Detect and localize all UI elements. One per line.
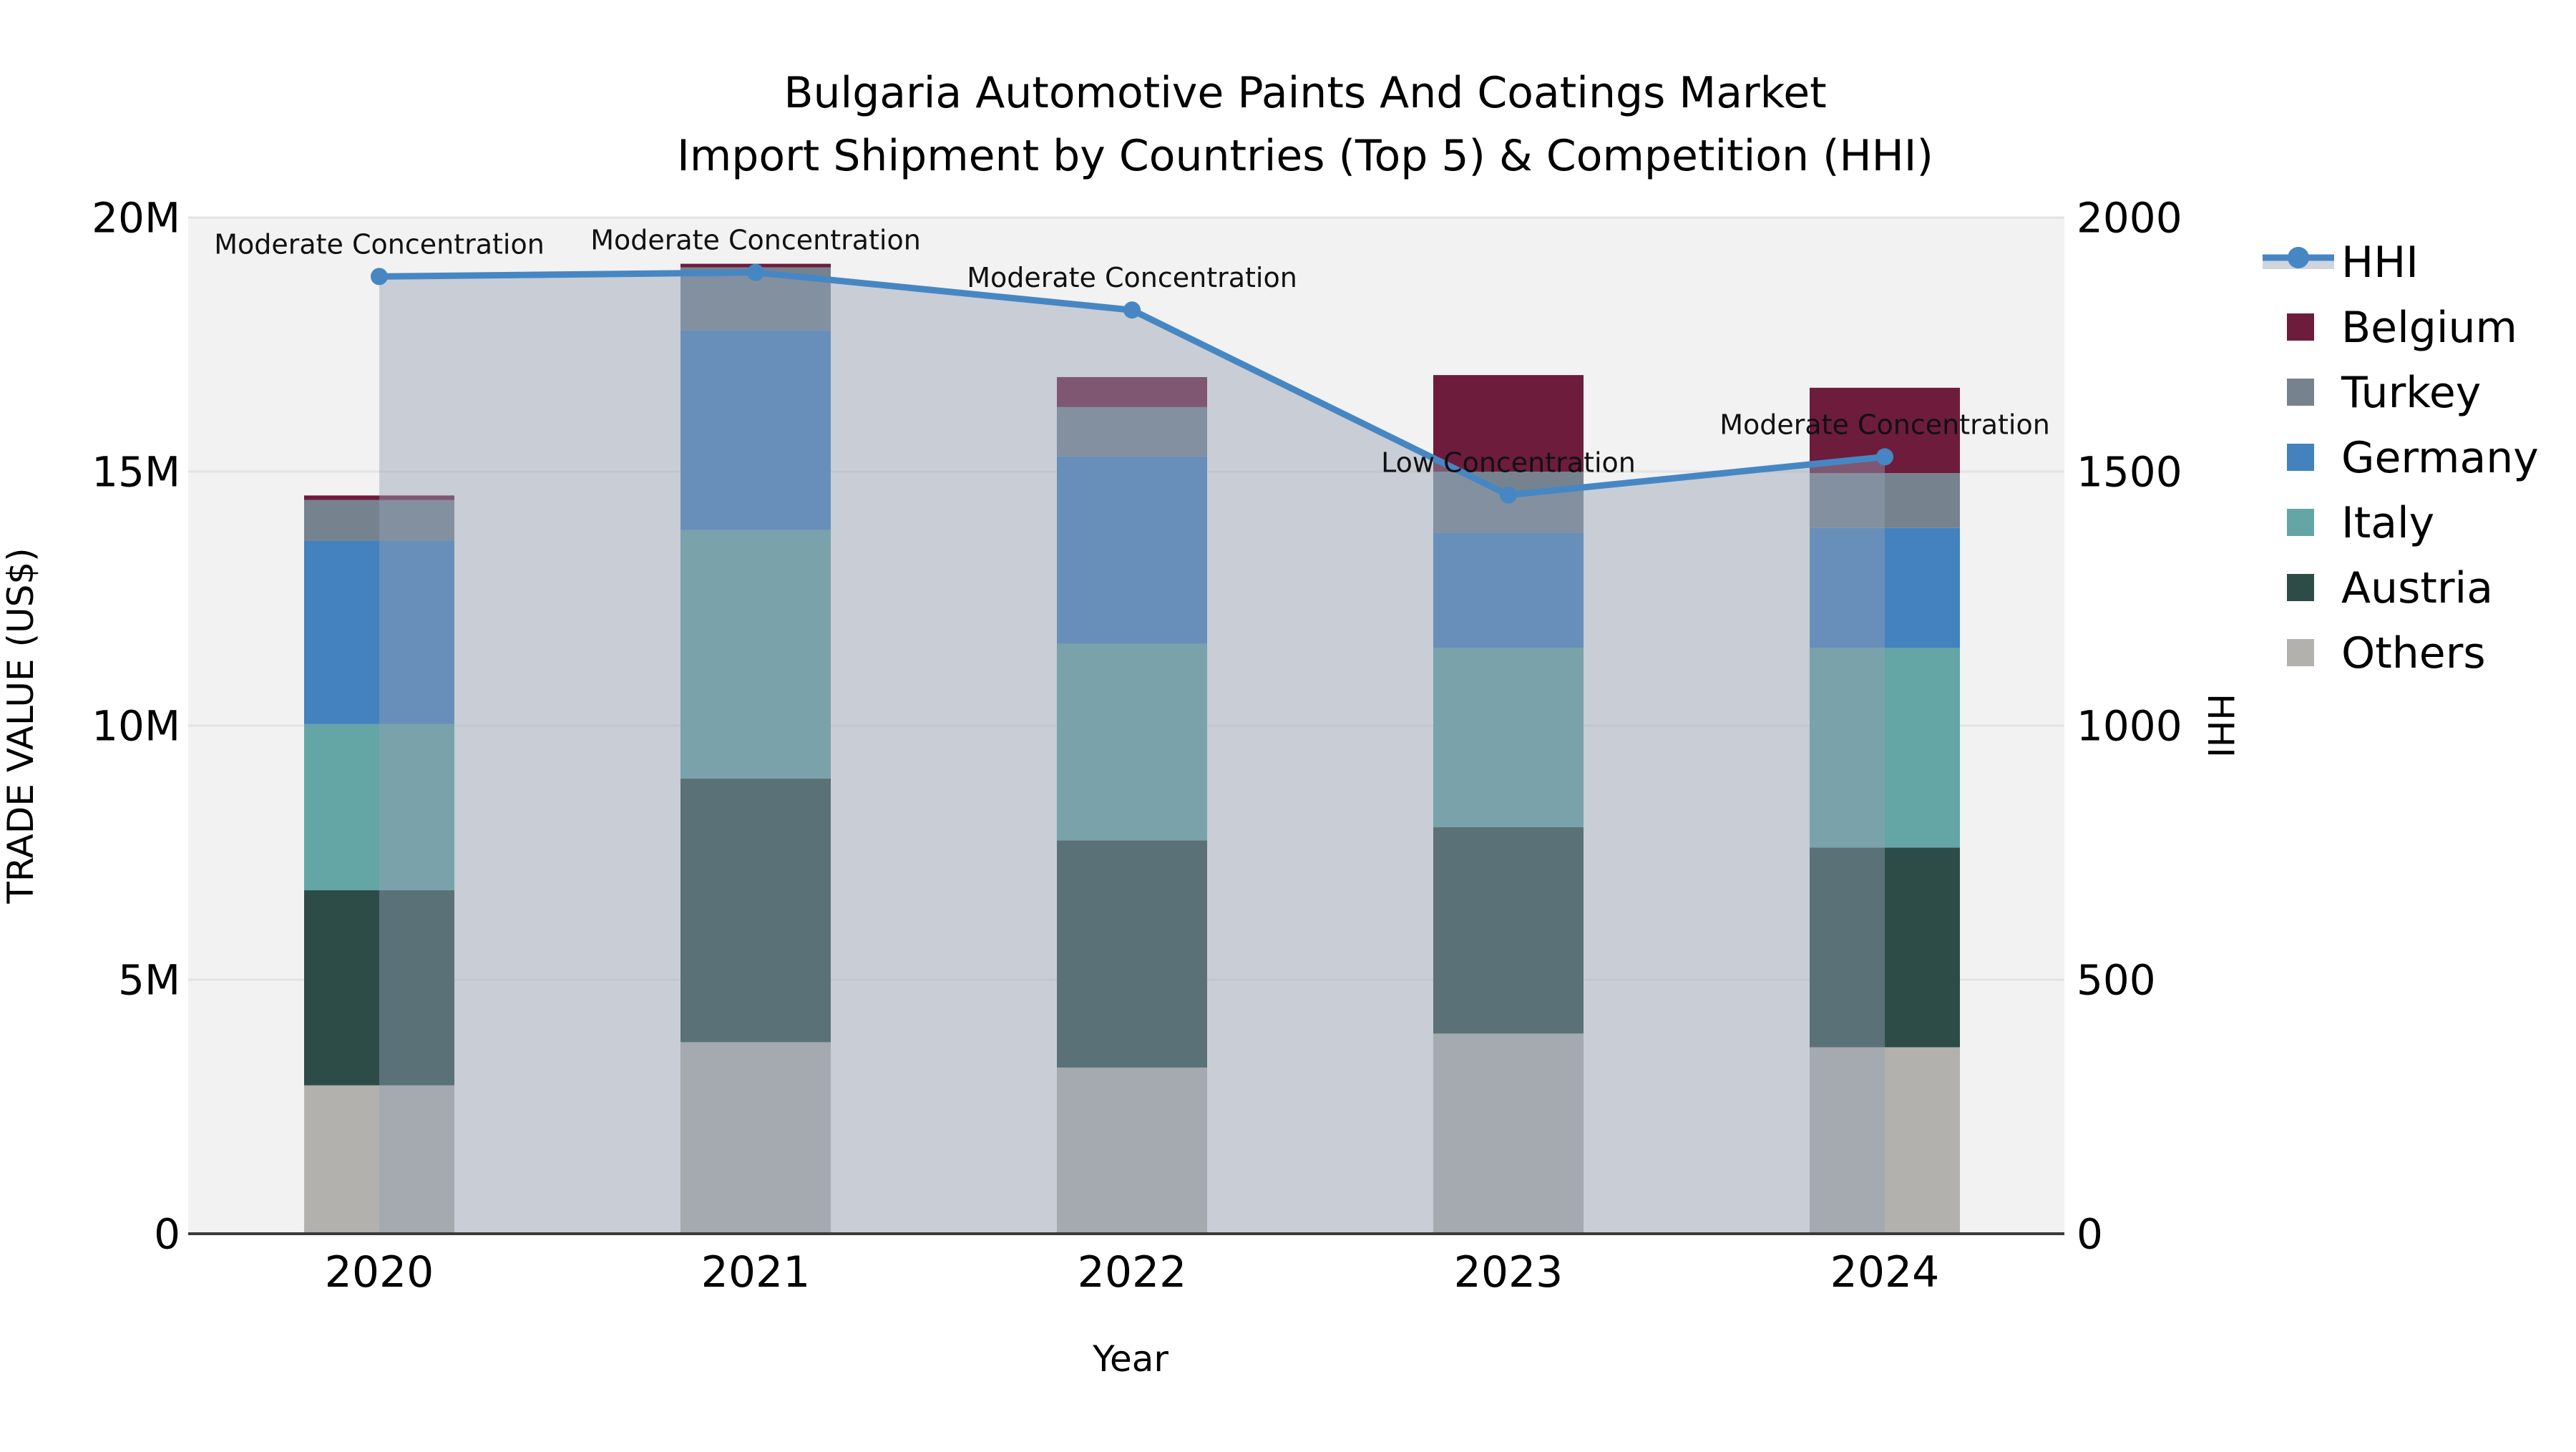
bar-segment-2020-Others bbox=[304, 1085, 454, 1234]
chart-title-line2: Import Shipment by Countries (Top 5) & C… bbox=[677, 131, 1933, 181]
bar-segment-2023-Belgium bbox=[1433, 375, 1584, 472]
annotation-2023: Low Concentration bbox=[1381, 447, 1636, 479]
x-tick-2023: 2023 bbox=[1454, 1247, 1563, 1297]
hhi-marker-2020 bbox=[371, 268, 388, 286]
legend-item-germany: Germany bbox=[2287, 433, 2539, 483]
bar-segment-2023-Italy bbox=[1433, 648, 1584, 827]
y-left-tick-20M: 20M bbox=[92, 193, 180, 242]
hhi-marker-2022 bbox=[1123, 301, 1141, 319]
hhi-area-fill bbox=[379, 272, 1885, 1234]
bar-segment-2021-Italy bbox=[680, 530, 831, 779]
y-left-tick-15M: 15M bbox=[92, 447, 180, 496]
legend-label-hhi: HHI bbox=[2341, 238, 2419, 288]
bar-segment-2024-Others bbox=[1810, 1047, 1960, 1234]
legend-swatch-germany bbox=[2287, 444, 2314, 471]
y-axis-right-title: HHI bbox=[2200, 693, 2241, 758]
hhi-marker-2024 bbox=[1876, 448, 1893, 466]
x-axis-ticks: 2020 2021 2022 2023 2024 bbox=[325, 1247, 1940, 1297]
y-left-tick-0: 0 bbox=[154, 1209, 180, 1258]
bar-segment-2021-Austria bbox=[680, 778, 831, 1043]
bar-segment-2023-Germany bbox=[1433, 532, 1584, 648]
bar-segment-2024-Italy bbox=[1810, 648, 1960, 848]
hhi-area bbox=[379, 272, 1885, 1234]
bar-segment-2020-Turkey bbox=[304, 500, 454, 541]
y-axis-right-ticks: 0 500 1000 1500 2000 bbox=[2077, 193, 2182, 1258]
y-left-tick-5M: 5M bbox=[118, 955, 180, 1004]
bar-series bbox=[304, 263, 1960, 1234]
x-axis-title: Year bbox=[1092, 1338, 1169, 1380]
legend-item-others: Others bbox=[2287, 628, 2486, 678]
hhi-line bbox=[371, 263, 1893, 504]
bar-segment-2021-Germany bbox=[680, 330, 831, 530]
legend: HHI Belgium Turkey Germany Italy Austria Other… bbox=[2263, 238, 2539, 678]
legend-hhi-marker-icon bbox=[2288, 247, 2309, 268]
legend-label-others: Others bbox=[2341, 628, 2486, 678]
legend-label-turkey: Turkey bbox=[2341, 368, 2481, 418]
x-tick-2020: 2020 bbox=[325, 1247, 434, 1297]
y-left-tick-10M: 10M bbox=[92, 701, 180, 750]
legend-label-belgium: Belgium bbox=[2341, 303, 2517, 353]
y-right-tick-0: 0 bbox=[2077, 1209, 2103, 1258]
annotation-2021: Moderate Concentration bbox=[590, 225, 921, 256]
bar-segment-2022-Austria bbox=[1057, 840, 1207, 1068]
legend-item-austria: Austria bbox=[2287, 563, 2493, 613]
x-tick-2021: 2021 bbox=[701, 1247, 811, 1297]
bar-segment-2022-Germany bbox=[1057, 456, 1207, 644]
bar-segment-2022-Turkey bbox=[1057, 406, 1207, 457]
legend-swatch-turkey bbox=[2287, 379, 2314, 406]
legend-item-hhi: HHI bbox=[2263, 238, 2419, 288]
bar-segment-2020-Italy bbox=[304, 723, 454, 891]
annotation-2020: Moderate Concentration bbox=[214, 228, 545, 260]
legend-item-turkey: Turkey bbox=[2287, 368, 2481, 418]
legend-swatch-others bbox=[2287, 639, 2314, 666]
annotations: Moderate Concentration Moderate Concentra… bbox=[214, 225, 2050, 479]
y-right-tick-1000: 1000 bbox=[2077, 701, 2182, 750]
bar-segment-2020-Austria bbox=[304, 890, 454, 1086]
bar-segment-2022-Belgium bbox=[1057, 376, 1207, 407]
legend-swatch-austria bbox=[2287, 574, 2314, 601]
y-right-tick-2000: 2000 bbox=[2077, 193, 2182, 242]
x-tick-2022: 2022 bbox=[1078, 1247, 1187, 1297]
y-axis-left-ticks: 0 5M 10M 15M 20M bbox=[92, 193, 180, 1258]
annotation-2024: Moderate Concentration bbox=[1719, 409, 2050, 440]
bar-segment-2022-Italy bbox=[1057, 643, 1207, 841]
legend-item-belgium: Belgium bbox=[2287, 303, 2517, 353]
bar-segment-2024-Turkey bbox=[1810, 473, 1960, 528]
annotation-2022: Moderate Concentration bbox=[967, 262, 1297, 293]
legend-label-italy: Italy bbox=[2341, 498, 2434, 548]
bar-segment-2022-Others bbox=[1057, 1067, 1207, 1234]
y-axis-left-title: TRADE VALUE (US$) bbox=[0, 547, 42, 904]
bar-segment-2020-Germany bbox=[304, 540, 454, 724]
bar-segment-2020-Belgium bbox=[304, 495, 454, 500]
bar-segment-2023-Austria bbox=[1433, 827, 1584, 1034]
legend-label-germany: Germany bbox=[2341, 433, 2539, 483]
x-tick-2024: 2024 bbox=[1830, 1247, 1940, 1297]
bar-segment-2024-Germany bbox=[1810, 527, 1960, 648]
legend-item-italy: Italy bbox=[2287, 498, 2434, 548]
hhi-marker-2021 bbox=[747, 263, 764, 281]
legend-swatch-italy bbox=[2287, 509, 2314, 536]
legend-label-austria: Austria bbox=[2341, 563, 2493, 613]
y-right-tick-1500: 1500 bbox=[2077, 447, 2182, 496]
hhi-marker-2023 bbox=[1500, 486, 1517, 504]
bar-segment-2021-Others bbox=[680, 1042, 831, 1234]
y-right-tick-500: 500 bbox=[2077, 955, 2156, 1004]
bar-segment-2023-Others bbox=[1433, 1033, 1584, 1234]
chart-title-line1: Bulgaria Automotive Paints And Coatings … bbox=[784, 68, 1826, 118]
legend-swatch-belgium bbox=[2287, 313, 2314, 341]
bar-segment-2024-Austria bbox=[1810, 847, 1960, 1048]
